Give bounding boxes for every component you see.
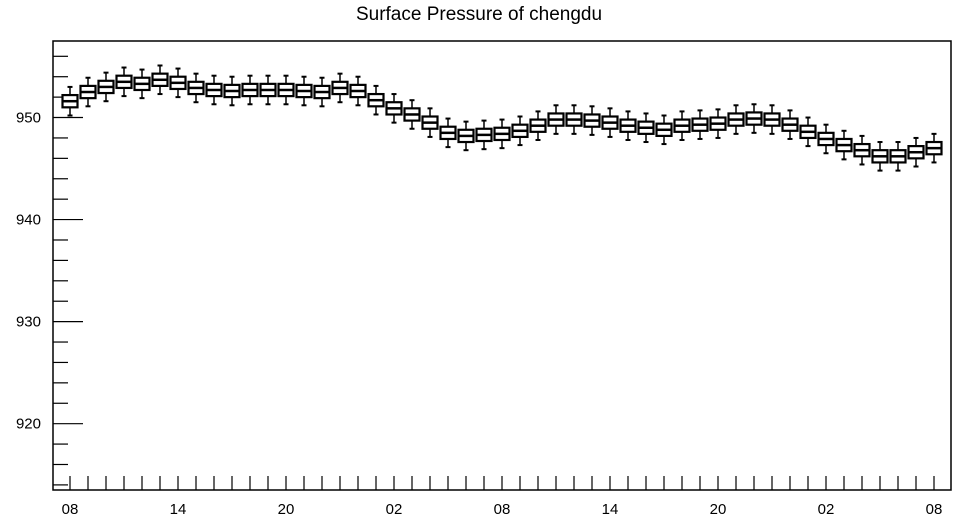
box-item <box>925 132 943 164</box>
box-item <box>331 72 349 104</box>
x-tick-label: 20 <box>278 501 295 518</box>
box-item <box>295 75 313 107</box>
box-item <box>205 74 223 106</box>
x-axis: 08 14 20 02 08 14 20 02 08 <box>62 476 943 518</box>
box-item <box>457 120 475 152</box>
box-item <box>79 76 97 108</box>
box-item <box>511 115 529 147</box>
y-tick-label: 920 <box>16 416 41 433</box>
box-item <box>151 64 169 96</box>
box-item <box>403 99 421 130</box>
box-item <box>439 117 457 149</box>
box-item <box>709 108 727 139</box>
x-tick-label: 02 <box>386 501 403 518</box>
box-item <box>277 74 295 106</box>
box-item <box>133 68 151 100</box>
box-item <box>655 114 673 146</box>
chart-title: Surface Pressure of chengdu <box>355 4 603 25</box>
box-item <box>691 109 709 140</box>
box-item <box>583 105 601 136</box>
x-tick-label: 14 <box>602 501 619 518</box>
box-item <box>619 110 637 141</box>
box-item <box>529 110 547 141</box>
box-item <box>637 112 655 144</box>
x-tick-label: 08 <box>926 501 943 518</box>
x-tick-label: 20 <box>710 501 727 518</box>
box-item <box>889 141 907 172</box>
box-item <box>259 74 277 106</box>
box-series <box>61 64 943 172</box>
box-item <box>565 104 583 135</box>
x-tick-label: 08 <box>494 501 511 518</box>
box-item <box>781 109 799 140</box>
y-tick-label: 940 <box>16 212 41 229</box>
plot-frame <box>52 40 952 491</box>
box-item <box>601 107 619 138</box>
box-item <box>421 107 439 138</box>
box-item <box>799 116 817 148</box>
box-item <box>169 67 187 99</box>
box-item <box>547 104 565 135</box>
x-tick-label: 14 <box>170 501 187 518</box>
y-tick-label: 930 <box>16 314 41 331</box>
box-item <box>907 136 925 168</box>
box-item <box>187 72 205 104</box>
box-item <box>97 71 115 103</box>
box-item <box>313 76 331 108</box>
box-item <box>385 93 403 124</box>
plot-frame-border <box>52 40 952 491</box>
box-item <box>493 118 511 150</box>
box-item <box>763 104 781 135</box>
box-item <box>349 75 367 107</box>
box-item <box>853 134 871 166</box>
box-item <box>673 110 691 141</box>
box-item <box>223 75 241 107</box>
box-item <box>745 103 763 134</box>
y-tick-label: 950 <box>16 110 41 127</box>
box-item <box>115 66 133 98</box>
box-item <box>835 129 853 161</box>
x-tick-label: 08 <box>62 501 79 518</box>
box-item <box>817 123 835 155</box>
box-item <box>727 104 745 135</box>
x-tick-label: 02 <box>818 501 835 518</box>
y-axis: 920 930 940 950 <box>16 55 83 486</box>
box-item <box>871 141 889 172</box>
box-item <box>475 119 493 151</box>
box-item <box>367 84 385 116</box>
box-item <box>61 85 79 117</box>
box-item <box>241 74 259 106</box>
